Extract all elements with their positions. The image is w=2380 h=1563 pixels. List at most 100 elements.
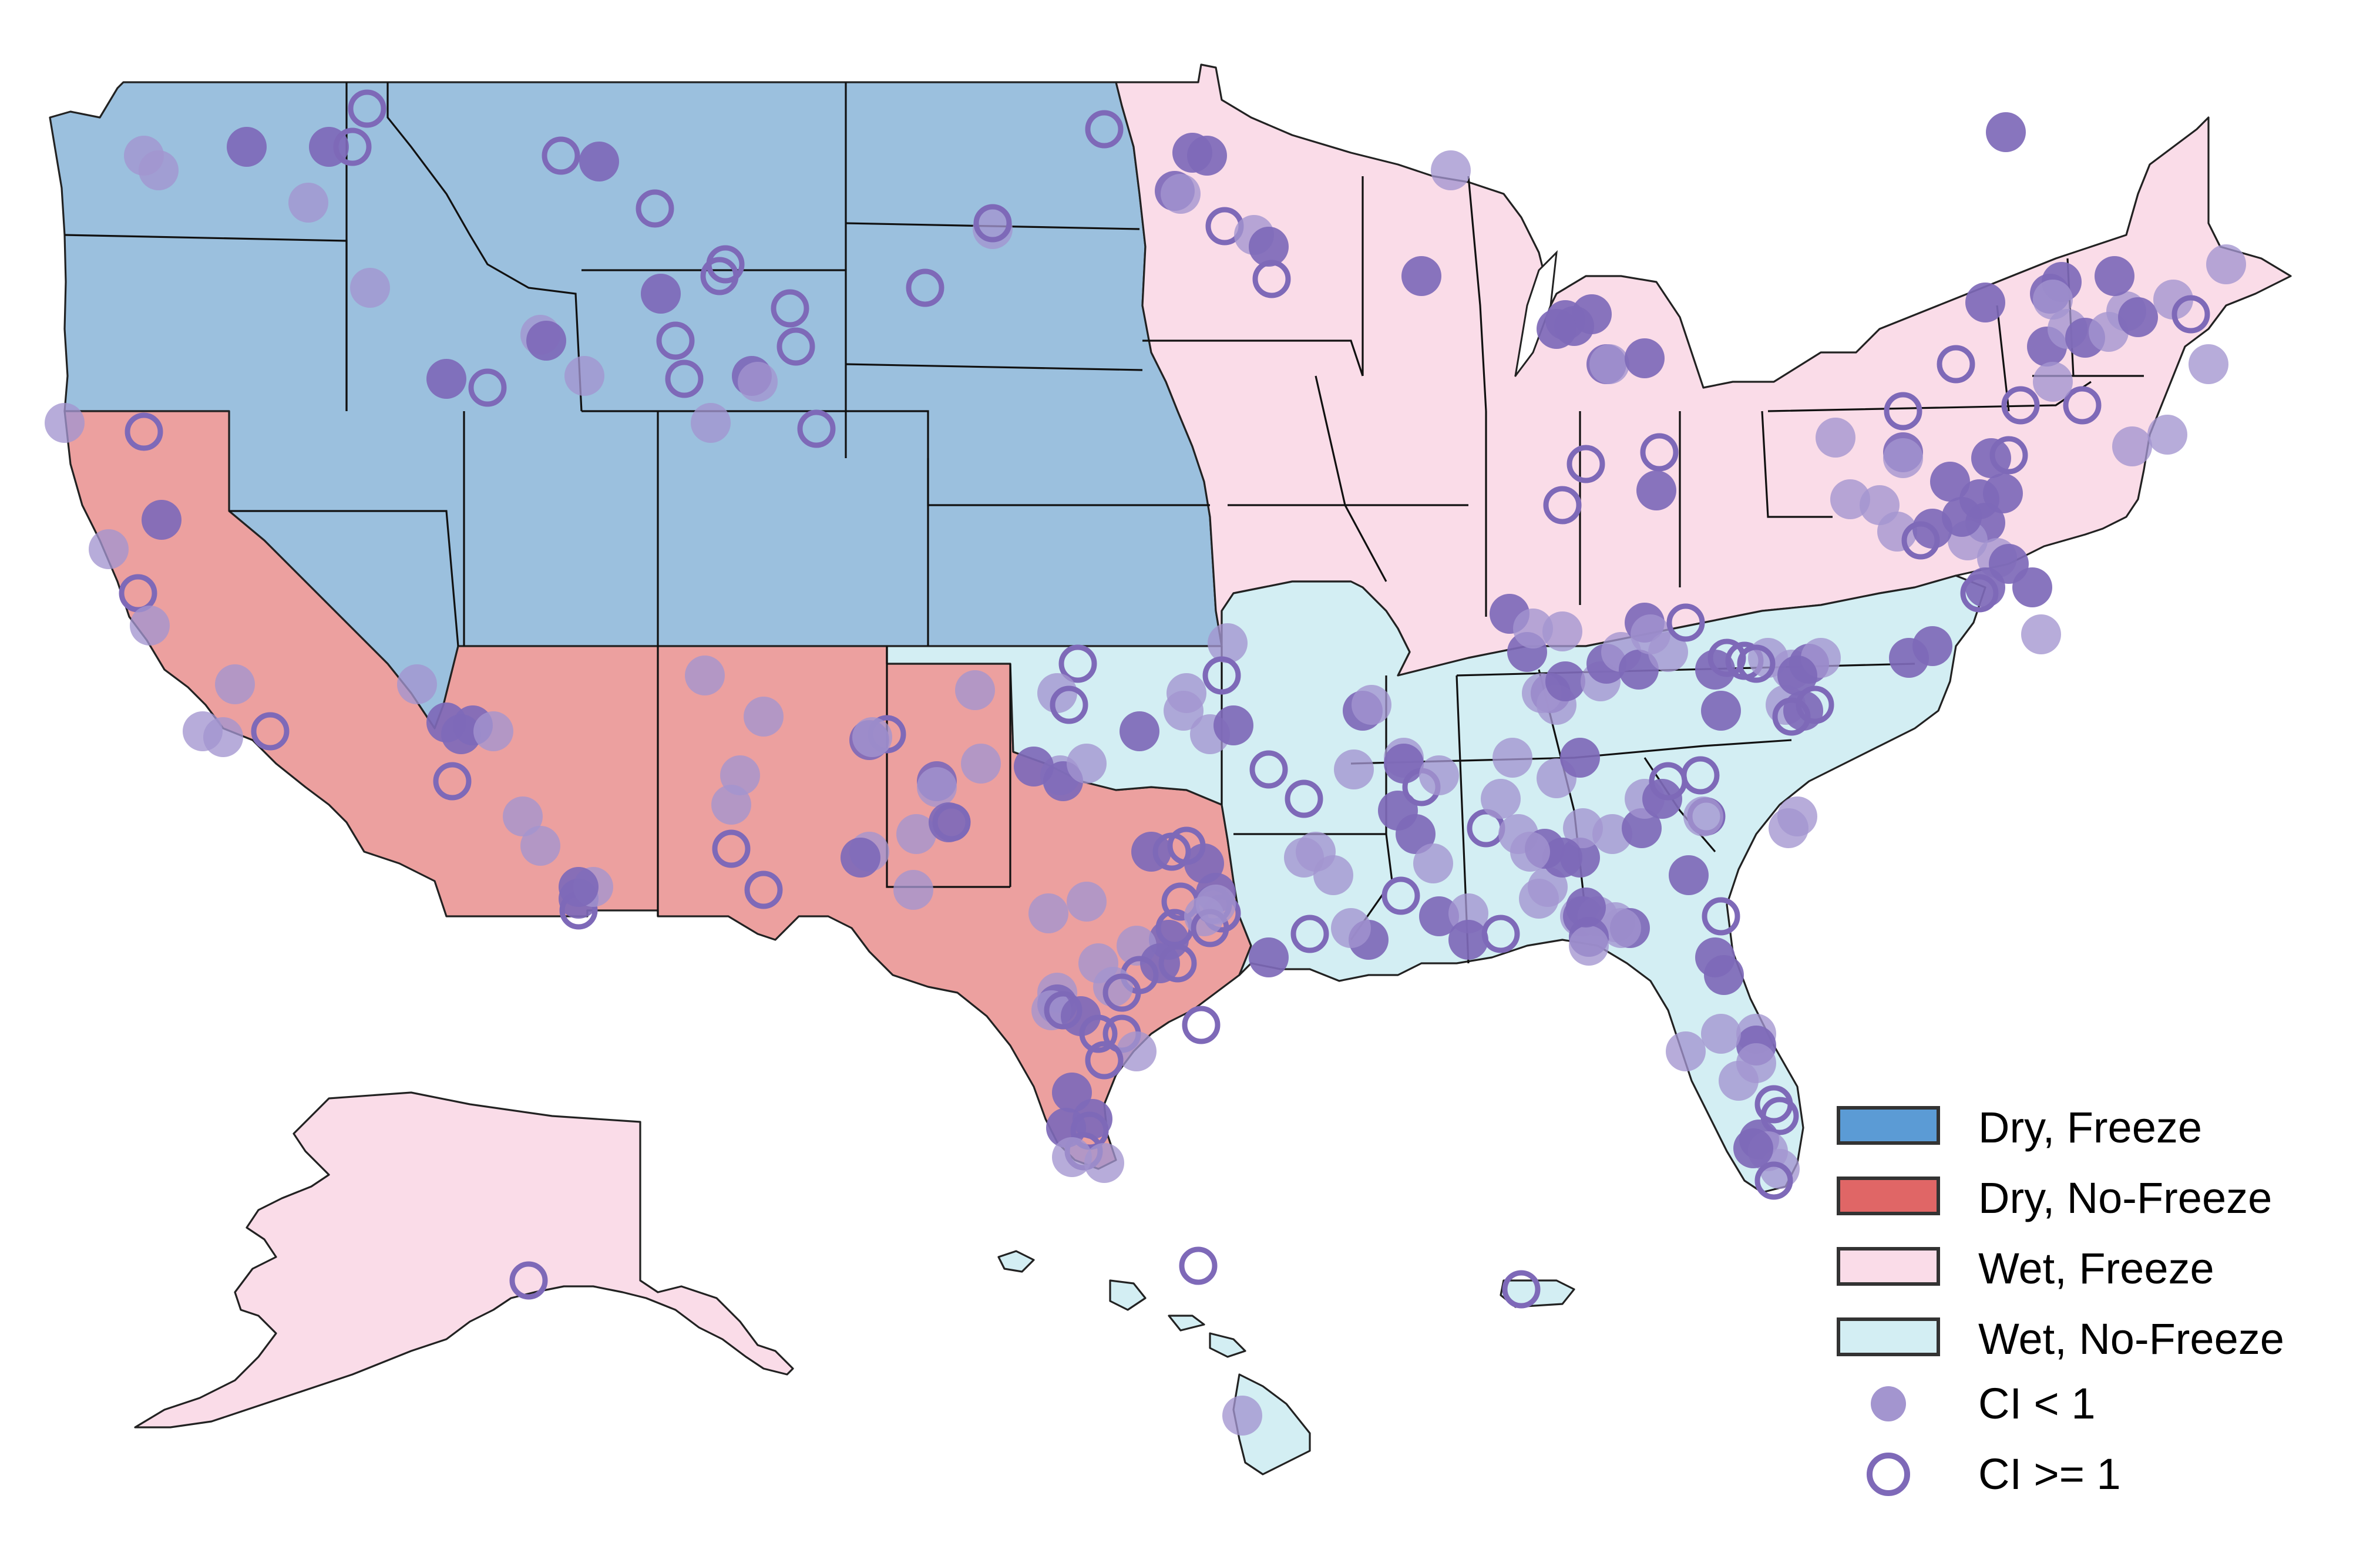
station-marker-ci-lt-1 [1187, 136, 1227, 176]
legend-swatch-wet-freeze [1837, 1247, 1940, 1286]
station-marker-ci-ge-1 [1158, 944, 1197, 983]
station-marker-ci-ge-1 [1737, 644, 1776, 683]
station-marker-ci-lt-1 [1413, 843, 1453, 883]
station-marker-ci-lt-1 [955, 670, 995, 710]
station-marker-ci-ge-1 [712, 829, 751, 868]
station-marker-ci-ge-1 [776, 327, 815, 366]
station-marker-ci-ge-1 [348, 89, 386, 128]
station-marker-ci-ge-1 [797, 409, 836, 448]
station-marker-ci-ge-1 [1543, 486, 1582, 525]
legend-swatch-dry-no-freeze [1837, 1177, 1940, 1215]
station-marker-ci-lt-1 [896, 814, 936, 854]
station-marker-ci-lt-1 [1537, 309, 1576, 349]
station-marker-ci-lt-1 [711, 785, 751, 825]
station-marker-ci-ge-1 [2063, 386, 2102, 425]
station-marker-ci-lt-1 [1078, 943, 1118, 983]
station-marker-ci-lt-1 [961, 744, 1001, 784]
station-marker-ci-lt-1 [1213, 705, 1253, 745]
station-marker-ci-lt-1 [1120, 711, 1159, 751]
station-marker-ci-ge-1 [542, 136, 580, 175]
station-marker-ci-lt-1 [1619, 650, 1659, 690]
station-marker-ci-ge-1 [906, 268, 944, 307]
station-marker-ci-lt-1 [1164, 691, 1204, 731]
station-marker-ci-lt-1 [1769, 808, 1808, 848]
station-marker-ci-ge-1 [1252, 260, 1291, 298]
station-marker-ci-ge-1 [1960, 574, 1999, 613]
station-marker-ci-lt-1 [426, 359, 466, 399]
station-marker-ci-lt-1 [1014, 747, 1054, 786]
station-marker-ci-lt-1 [852, 717, 892, 757]
station-marker-ci-lt-1 [288, 183, 328, 223]
station-marker-ci-ge-1 [433, 762, 472, 801]
station-marker-ci-lt-1 [1061, 996, 1101, 1036]
station-marker-ci-ge-1 [1901, 521, 1940, 560]
station-marker-ci-lt-1 [1569, 926, 1609, 966]
station-marker-ci-lt-1 [1352, 685, 1391, 725]
station-marker-ci-lt-1 [1965, 283, 2005, 322]
station-marker-ci-ge-1 [932, 803, 971, 842]
station-marker-ci-ge-1 [1666, 603, 1705, 642]
station-marker-ci-lt-1 [1084, 1143, 1124, 1183]
station-marker-ci-lt-1 [1648, 632, 1688, 672]
station-marker-ci-ge-1 [1179, 1246, 1218, 1285]
station-marker-ci-ge-1 [509, 1261, 548, 1300]
station-marker-ci-ge-1 [1285, 779, 1323, 818]
lake-michigan [1514, 250, 1558, 377]
station-marker-ci-lt-1 [473, 711, 513, 751]
station-marker-ci-lt-1 [1431, 150, 1471, 190]
station-marker-ci-ge-1 [333, 127, 372, 166]
station-marker-ci-lt-1 [559, 867, 599, 907]
station-marker-ci-lt-1 [2095, 256, 2134, 296]
station-marker-ci-lt-1 [1542, 838, 1582, 878]
station-marker-ci-lt-1 [1542, 611, 1582, 651]
station-marker-ci-ge-1 [1202, 656, 1241, 695]
station-marker-ci-lt-1 [1625, 338, 1665, 378]
station-marker-ci-lt-1 [1196, 885, 1236, 925]
station-marker-ci-lt-1 [1067, 744, 1107, 784]
station-marker-ci-ge-1 [771, 289, 809, 328]
station-marker-ci-lt-1 [1222, 1396, 1262, 1436]
station-marker-ci-lt-1 [641, 274, 681, 314]
legend-label-ci-lt-1: CI < 1 [1978, 1379, 2096, 1428]
station-marker-ci-lt-1 [227, 127, 267, 167]
station-marker-ci-ge-1 [1290, 915, 1329, 953]
station-marker-ci-ge-1 [1050, 685, 1088, 724]
station-marker-ci-lt-1 [1883, 438, 1923, 478]
station-marker-ci-lt-1 [1666, 1031, 1706, 1071]
station-marker-ci-ge-1 [744, 870, 783, 909]
station-marker-ci-ge-1 [1102, 973, 1141, 1012]
station-marker-ci-lt-1 [45, 403, 85, 443]
station-marker-ci-lt-1 [1889, 638, 1929, 678]
station-marker-ci-ge-1 [1502, 1270, 1541, 1309]
station-marker-ci-lt-1 [1028, 893, 1068, 933]
station-marker-ci-lt-1 [1965, 567, 2005, 607]
station-marker-ci-lt-1 [1877, 512, 1917, 552]
station-marker-ci-ge-1 [251, 712, 290, 751]
station-marker-ci-lt-1 [1284, 838, 1324, 878]
station-marker-ci-lt-1 [1161, 174, 1201, 214]
station-marker-ci-ge-1 [1079, 1014, 1118, 1053]
station-marker-ci-lt-1 [1396, 814, 1436, 854]
contiguous-us [49, 63, 2292, 1194]
station-marker-ci-lt-1 [1331, 908, 1371, 948]
station-marker-ci-lt-1 [1704, 955, 1744, 995]
station-marker-ci-lt-1 [1701, 691, 1741, 731]
station-marker-ci-lt-1 [139, 150, 179, 190]
station-marker-ci-lt-1 [2189, 344, 2228, 384]
station-marker-ci-lt-1 [744, 697, 784, 737]
station-marker-ci-ge-1 [665, 359, 704, 398]
station-marker-ci-lt-1 [1448, 920, 1488, 960]
station-marker-ci-lt-1 [2118, 297, 2158, 337]
station-marker-ci-ge-1 [1640, 433, 1679, 472]
station-marker-ci-lt-1 [1622, 808, 1662, 848]
legend-label-wet-freeze: Wet, Freeze [1978, 1244, 2214, 1293]
station-marker-ci-ge-1 [1772, 697, 1811, 736]
station-marker-ci-ge-1 [1937, 345, 1975, 384]
station-marker-ci-lt-1 [1419, 896, 1459, 936]
station-marker-ci-lt-1 [1067, 882, 1107, 922]
station-marker-ci-lt-1 [738, 362, 778, 402]
station-marker-ci-ge-1 [2001, 386, 2040, 425]
station-marker-ci-lt-1 [1669, 855, 1709, 895]
station-marker-ci-lt-1 [1117, 1031, 1157, 1071]
station-marker-ci-lt-1 [1636, 470, 1676, 510]
